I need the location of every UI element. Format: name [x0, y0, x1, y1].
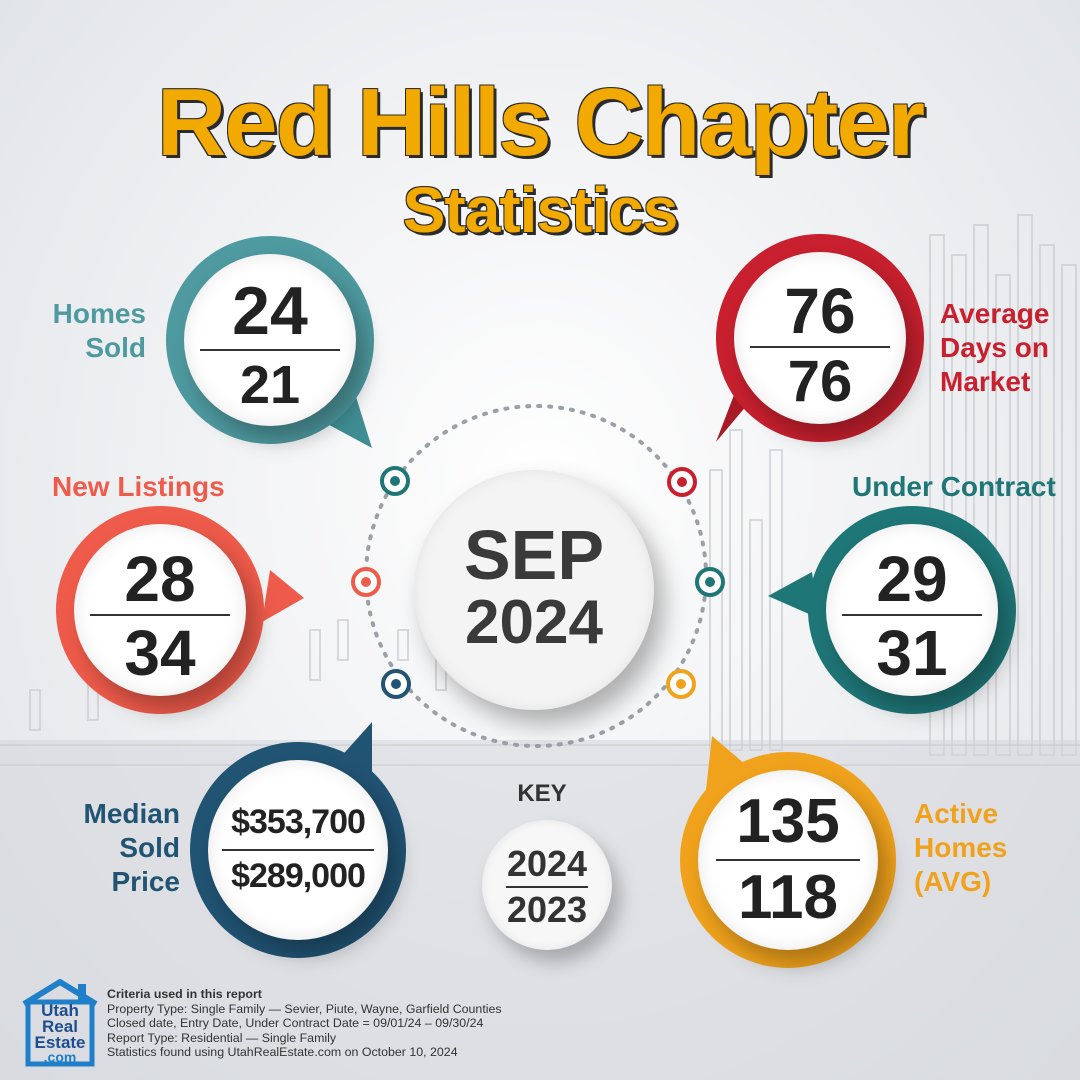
new-listings-label: New Listings	[52, 471, 225, 502]
period-year: 2024	[465, 588, 603, 657]
avg-days-circle: 76 76	[734, 252, 906, 424]
under-contract-current: 29	[876, 543, 948, 615]
period-circle: SEP 2024	[414, 470, 654, 710]
new-listings-circle: 28 34	[74, 524, 246, 696]
ring-target-icon-teal-right	[695, 567, 725, 597]
median-price-label: Median Sold Price	[83, 798, 180, 897]
ring-target-icon-red-top	[667, 467, 697, 497]
criteria-heading: Criteria used in this report	[107, 987, 262, 1001]
key-circle: 2024 2023	[482, 820, 612, 950]
avg-days-divider	[750, 346, 890, 348]
logo-text-real: Real	[42, 1017, 78, 1036]
active-homes-circle: 135 118	[698, 770, 878, 950]
ring-target-icon-coral	[351, 567, 381, 597]
avg-days-label: Average Days on Market	[940, 298, 1050, 397]
under-contract-divider	[842, 614, 982, 616]
criteria-block: Criteria used in this report Property Ty…	[107, 987, 502, 1060]
median-price-current: $353,700	[231, 803, 366, 841]
active-homes-current: 135	[736, 787, 840, 856]
ring-target-icon-orange	[666, 669, 696, 699]
criteria-line: Report Type: Residential — Single Family	[107, 1030, 337, 1045]
homes-sold-divider	[200, 349, 340, 351]
utah-real-estate-logo: Utah Real Estate .com	[18, 978, 102, 1068]
new-listings-previous: 34	[124, 617, 196, 689]
median-price-divider	[222, 849, 374, 851]
under-contract-label: Under Contract	[852, 471, 1056, 502]
median-price-previous: $289,000	[231, 857, 366, 895]
logo-text-estate: Estate	[34, 1033, 86, 1052]
new-listings-current: 28	[124, 543, 196, 615]
criteria-line: Property Type: Single Family — Sevier, P…	[107, 1001, 502, 1016]
homes-sold-circle: 24 21	[184, 254, 356, 426]
key-current-year: 2024	[506, 843, 588, 884]
ring-target-icon-teal-top	[380, 466, 410, 496]
new-listings-divider	[90, 614, 230, 616]
house-icon	[22, 979, 98, 1067]
avg-days-current: 76	[784, 275, 856, 347]
key-label: KEY	[517, 780, 567, 807]
homes-sold-label: Homes Sold	[52, 298, 146, 363]
logo-text-com: .com	[43, 1049, 77, 1065]
median-price-circle: $353,700 $289,000	[208, 760, 388, 940]
key-previous-year: 2023	[506, 889, 588, 930]
active-homes-label: Active Homes (AVG)	[914, 798, 1008, 897]
ring-target-icon-navy	[381, 669, 411, 699]
homes-sold-previous: 21	[239, 355, 301, 415]
period-month: SEP	[463, 516, 605, 594]
criteria-line: Statistics found using UtahRealEstate.co…	[107, 1045, 458, 1059]
under-contract-previous: 31	[876, 617, 948, 689]
homes-sold-current: 24	[232, 273, 308, 349]
logo-text-utah: Utah	[41, 1001, 79, 1020]
key-divider	[506, 886, 588, 888]
active-homes-divider	[716, 859, 860, 861]
under-contract-circle: 29 31	[826, 524, 998, 696]
page-subtitle: Statistics	[402, 174, 679, 246]
avg-days-previous: 76	[787, 349, 853, 414]
page-title: Red Hills Chapter	[156, 69, 925, 176]
criteria-line: Closed date, Entry Date, Under Contract …	[107, 1016, 484, 1030]
active-homes-previous: 118	[737, 863, 839, 932]
